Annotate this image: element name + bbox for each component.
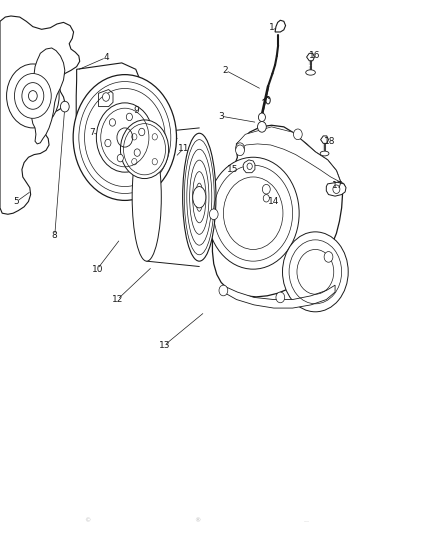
Text: ©: ©: [85, 519, 91, 523]
Circle shape: [336, 182, 345, 193]
Circle shape: [117, 155, 124, 162]
Polygon shape: [326, 182, 346, 196]
Text: 7: 7: [89, 128, 95, 136]
Text: 12: 12: [112, 295, 123, 304]
Circle shape: [60, 101, 69, 112]
Circle shape: [126, 113, 132, 120]
Polygon shape: [223, 285, 335, 308]
Circle shape: [102, 93, 110, 101]
Ellipse shape: [132, 133, 161, 261]
Circle shape: [96, 103, 153, 172]
Circle shape: [258, 122, 266, 132]
Ellipse shape: [306, 70, 315, 75]
Polygon shape: [76, 63, 142, 169]
Circle shape: [219, 285, 228, 296]
Ellipse shape: [320, 151, 329, 156]
Text: 17: 17: [332, 181, 344, 190]
Circle shape: [28, 91, 37, 101]
Circle shape: [324, 252, 333, 262]
Circle shape: [139, 128, 145, 136]
Ellipse shape: [193, 187, 206, 208]
Circle shape: [207, 157, 299, 269]
Text: 3: 3: [218, 112, 224, 120]
Circle shape: [120, 120, 169, 179]
Polygon shape: [32, 48, 65, 144]
Circle shape: [236, 143, 244, 154]
Circle shape: [134, 149, 140, 156]
Circle shape: [14, 74, 51, 118]
Text: ...: ...: [304, 519, 310, 523]
Text: 14: 14: [268, 197, 279, 206]
Circle shape: [7, 64, 59, 128]
Text: 10: 10: [92, 265, 103, 273]
Circle shape: [258, 113, 265, 122]
Polygon shape: [212, 125, 343, 297]
Text: 8: 8: [52, 231, 58, 240]
Text: 15: 15: [227, 165, 239, 174]
Text: 18: 18: [324, 137, 335, 146]
Text: 9: 9: [134, 107, 140, 115]
Polygon shape: [307, 53, 314, 61]
Text: 1: 1: [268, 23, 275, 32]
Circle shape: [110, 119, 116, 126]
Text: 4: 4: [103, 53, 109, 62]
Text: ®: ®: [194, 519, 200, 523]
Circle shape: [262, 184, 270, 194]
Polygon shape: [275, 20, 286, 32]
Text: 13: 13: [159, 341, 170, 350]
Circle shape: [236, 145, 244, 156]
Circle shape: [283, 232, 348, 312]
Text: 2: 2: [223, 66, 228, 75]
Polygon shape: [243, 160, 255, 173]
Polygon shape: [237, 127, 341, 182]
Text: 5: 5: [14, 197, 20, 206]
Circle shape: [209, 209, 218, 220]
Text: 11: 11: [178, 144, 190, 152]
Circle shape: [73, 75, 177, 200]
Circle shape: [293, 129, 302, 140]
Circle shape: [276, 292, 285, 303]
Polygon shape: [321, 136, 328, 143]
Ellipse shape: [183, 133, 216, 261]
Polygon shape: [99, 90, 113, 107]
Polygon shape: [0, 16, 80, 214]
Text: 16: 16: [309, 52, 320, 60]
Circle shape: [105, 139, 111, 147]
